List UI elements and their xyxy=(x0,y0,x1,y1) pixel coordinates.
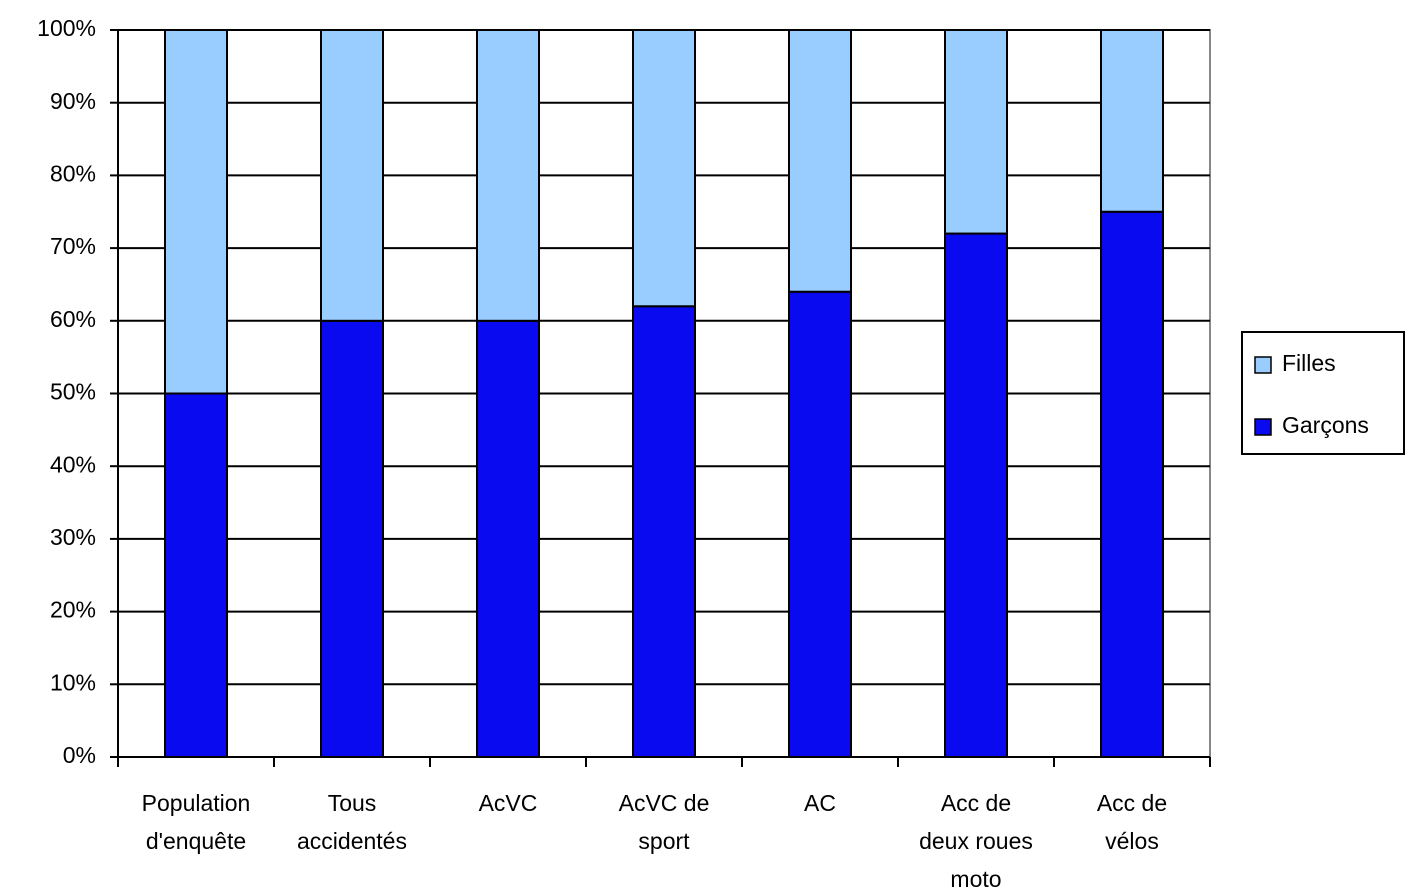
x-tick-label: AcVC de xyxy=(619,790,710,816)
bar-segment xyxy=(788,290,852,758)
y-tick-label: 90% xyxy=(50,88,96,114)
bar-segment xyxy=(164,29,228,395)
bar-segment xyxy=(320,29,384,322)
bar-segment xyxy=(320,319,384,758)
legend-swatch xyxy=(1254,356,1272,374)
y-tick-label: 80% xyxy=(50,160,96,186)
legend-swatch xyxy=(1254,418,1272,436)
bar-segment xyxy=(1100,29,1164,213)
x-tick-label: vélos xyxy=(1105,828,1159,854)
x-tick-label: accidentés xyxy=(297,828,407,854)
y-tick-label: 50% xyxy=(50,379,96,405)
legend-label: Garçons xyxy=(1282,412,1369,438)
bar-segment xyxy=(944,29,1008,235)
y-tick-label: 20% xyxy=(50,597,96,623)
bar-segment xyxy=(788,29,852,293)
bar-segment xyxy=(1100,210,1164,758)
legend-label: Filles xyxy=(1282,350,1336,376)
x-tick-label: AC xyxy=(804,790,836,816)
y-tick-label: 10% xyxy=(50,669,96,695)
y-tick-label: 100% xyxy=(37,15,96,41)
x-tick-label: deux roues xyxy=(919,828,1033,854)
y-tick-label: 70% xyxy=(50,233,96,259)
y-tick-label: 40% xyxy=(50,451,96,477)
bar-segment xyxy=(944,232,1008,758)
bar-segment xyxy=(164,392,228,758)
bar-segment xyxy=(632,29,696,308)
x-tick-label: moto xyxy=(950,866,1001,892)
x-tick-label: d'enquête xyxy=(146,828,246,854)
x-tick-label: AcVC xyxy=(479,790,538,816)
x-tick-label: Acc de xyxy=(941,790,1011,816)
y-tick-label: 0% xyxy=(63,742,96,768)
y-tick-label: 60% xyxy=(50,306,96,332)
x-tick-label: Acc de xyxy=(1097,790,1167,816)
x-tick-label: Population xyxy=(142,790,251,816)
bar-segment xyxy=(476,319,540,758)
x-tick-label: sport xyxy=(638,828,690,854)
bar-segment xyxy=(632,305,696,758)
bar-segment xyxy=(476,29,540,322)
x-tick-label: Tous xyxy=(328,790,377,816)
y-tick-label: 30% xyxy=(50,524,96,550)
